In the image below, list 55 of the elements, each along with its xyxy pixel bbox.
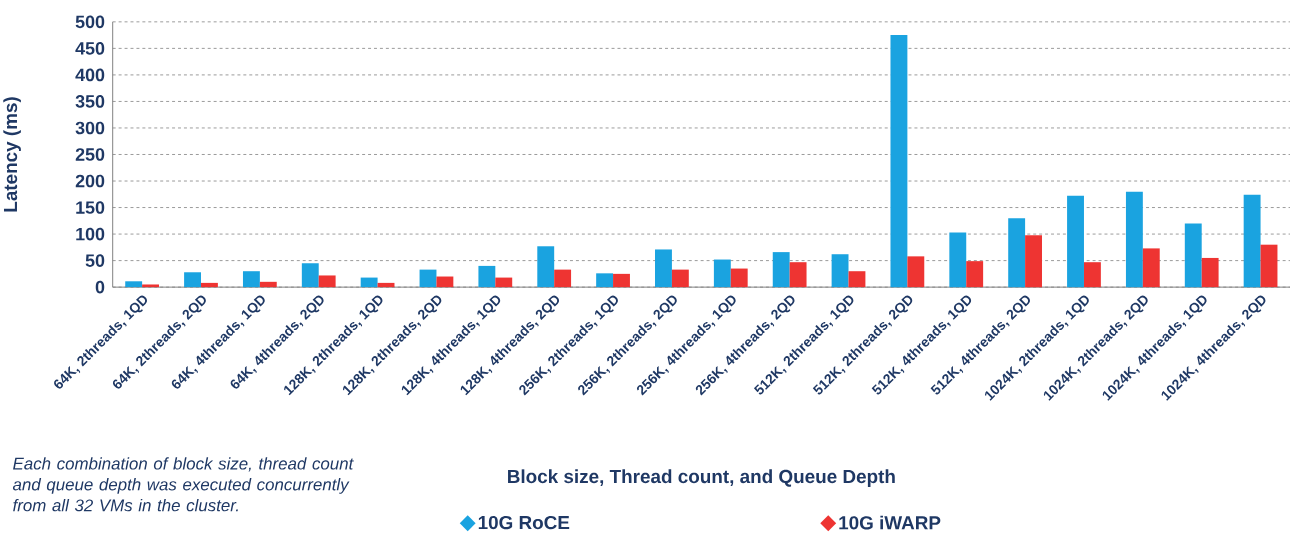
bar <box>184 272 201 287</box>
bar <box>1025 234 1042 287</box>
bar <box>907 256 925 287</box>
bar <box>301 263 319 287</box>
y-tick-label: 500 <box>75 15 105 28</box>
bar <box>671 269 689 287</box>
bar <box>360 277 378 287</box>
bar <box>831 254 849 287</box>
bar <box>1125 191 1143 287</box>
y-axis-title: Latency (ms) <box>3 97 21 212</box>
bar <box>966 260 984 287</box>
bar <box>142 284 160 287</box>
bar <box>495 277 513 287</box>
bar <box>730 268 748 287</box>
bar <box>772 251 790 287</box>
bar <box>890 34 908 287</box>
bar <box>596 273 614 287</box>
bar <box>949 232 967 287</box>
y-tick-label: 150 <box>76 200 105 214</box>
x-axis-title: Block size, Thread count, and Queue Depth <box>508 469 895 487</box>
legend-label: 10G RoCE <box>478 515 570 530</box>
bar <box>848 270 866 287</box>
bar <box>1201 257 1219 287</box>
bar <box>554 269 572 287</box>
bar <box>1083 261 1101 287</box>
bar <box>655 249 672 287</box>
y-tick-label: 450 <box>75 41 105 55</box>
bar <box>1243 194 1261 287</box>
y-tick-label: 300 <box>75 121 105 135</box>
y-tick-label: 400 <box>75 68 105 81</box>
bar <box>1260 244 1278 287</box>
bar <box>200 282 218 287</box>
bar <box>419 269 437 287</box>
y-tick-label: 250 <box>75 147 105 161</box>
bar <box>713 259 731 287</box>
bar <box>537 246 555 287</box>
y-tick-label: 200 <box>75 174 105 188</box>
bar <box>1008 217 1026 287</box>
bar <box>1184 223 1202 287</box>
legend-label: 10G iWARP <box>839 515 941 530</box>
bar <box>125 281 143 287</box>
y-tick-label: 350 <box>75 94 105 108</box>
y-tick-label: 50 <box>85 254 105 267</box>
bar <box>613 273 630 287</box>
bar <box>436 276 454 287</box>
bar <box>789 261 807 287</box>
bar <box>1067 195 1084 287</box>
bar <box>242 270 260 287</box>
y-tick-label: 100 <box>76 227 105 241</box>
bar <box>259 281 277 287</box>
text: Each combination of block size, thread count and queue depth was executed concurrently from all 32 VMs in the cluster. <box>12 456 354 512</box>
bar <box>1142 248 1160 287</box>
bar <box>318 275 336 287</box>
y-tick-label: 0 <box>95 280 105 294</box>
bar <box>478 265 496 287</box>
